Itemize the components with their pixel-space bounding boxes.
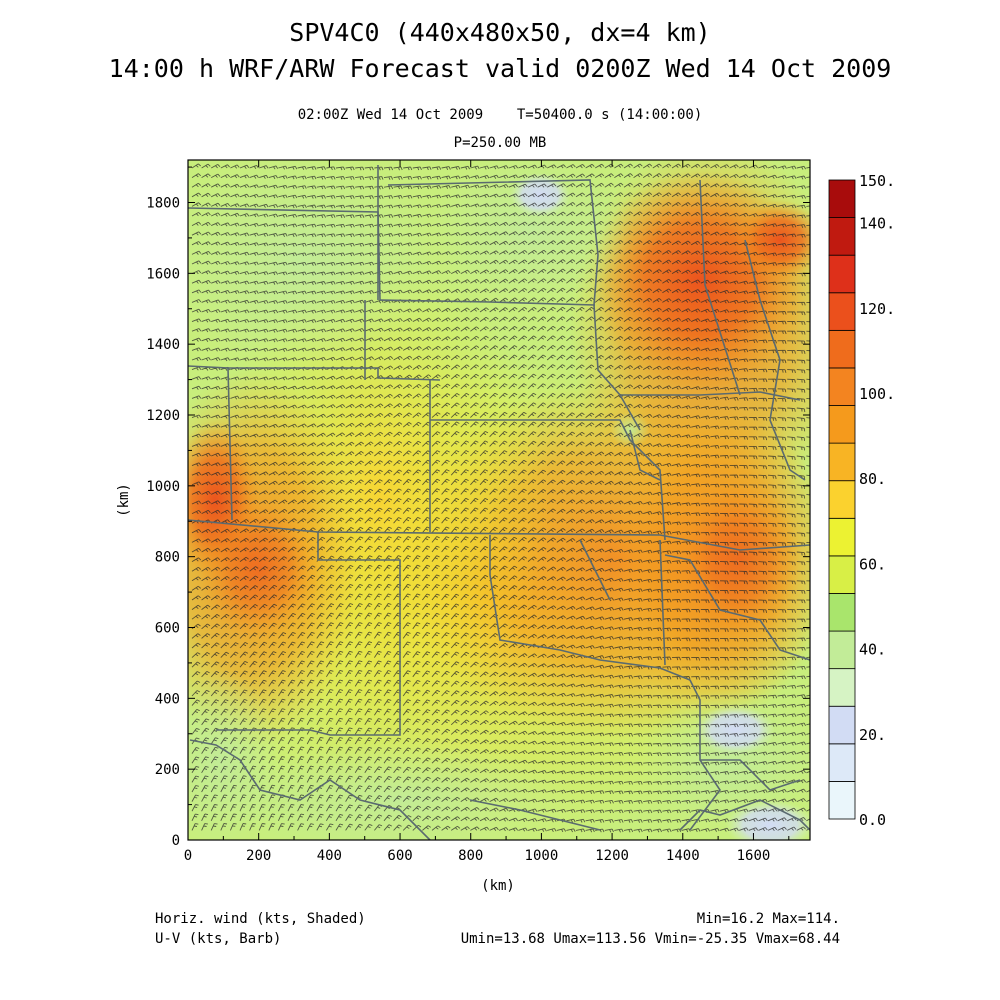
colorbar-swatch — [828, 705, 856, 745]
x-axis-ticks: 0 200 400 600 800 1000 1200 1400 1600 — [184, 160, 790, 864]
x-tick-label: 1400 — [666, 848, 700, 864]
colorbar-swatch — [828, 329, 856, 369]
colorbar-swatch — [828, 179, 856, 218]
y-tick-label: 1800 — [146, 196, 180, 212]
x-tick-label: 1200 — [595, 848, 629, 864]
map-forecast-title: 14:00 h WRF/ARW Forecast valid 0200Z Wed… — [108, 54, 892, 83]
colorbar-swatch — [828, 217, 856, 256]
y-tick-label: 1400 — [146, 337, 180, 353]
colorbar-swatch — [828, 367, 856, 406]
shaded-field-description: Horiz. wind (kts, Shaded) — [155, 911, 366, 927]
x-tick-label: 1600 — [737, 848, 771, 864]
barb-field-description: U-V (kts, Barb) — [155, 931, 282, 947]
wind-barbs — [191, 163, 810, 833]
colorbar-swatch — [828, 480, 856, 519]
plot-frame — [187, 159, 811, 841]
y-tick-label: 800 — [155, 550, 180, 566]
state-boundaries — [188, 165, 810, 840]
uv-component-stats: Umin=13.68 Umax=113.56 Vmin=-25.35 Vmax=… — [460, 931, 840, 947]
colorbar-swatch — [828, 405, 856, 444]
x-axis-label: (km) — [481, 878, 515, 894]
colorbar-swatch — [828, 442, 856, 482]
colorbar-label: 0.0 — [859, 811, 886, 829]
x-tick-label: 400 — [317, 848, 342, 864]
colorbar: 0.0 20. 40. 60. 80. 100. 120. 140. 150. — [828, 172, 895, 829]
x-tick-label: 600 — [387, 848, 412, 864]
colorbar-label: 140. — [859, 215, 895, 233]
colorbar-swatch — [828, 593, 856, 632]
y-tick-label: 0 — [172, 833, 180, 849]
colorbar-label: 80. — [859, 470, 886, 488]
colorbar-swatch — [828, 555, 856, 594]
colorbar-label: 100. — [859, 385, 895, 403]
wind-barb-field — [191, 163, 810, 833]
y-axis-ticks: 0 200 400 600 800 1000 1200 1400 1600 1800 — [146, 166, 810, 849]
y-tick-label: 400 — [155, 691, 180, 707]
y-tick-label: 600 — [155, 621, 180, 637]
colorbar-label: 40. — [859, 641, 886, 659]
colorbar-swatch — [828, 743, 856, 782]
y-tick-label: 200 — [155, 762, 180, 778]
colorbar-swatch — [828, 668, 856, 707]
y-tick-label: 1200 — [146, 408, 180, 424]
map-title: SPV4C0 (440x480x50, dx=4 km) — [289, 18, 711, 47]
colorbar-swatch — [828, 517, 856, 557]
pressure-level-subtitle: P=250.00 MB — [453, 135, 547, 151]
colorbar-swatch — [828, 292, 856, 331]
colorbar-label: 20. — [859, 726, 886, 744]
colorbar-label: 120. — [859, 300, 895, 318]
y-axis-label: (km) — [116, 483, 132, 517]
colorbar-label: 150. — [859, 172, 895, 190]
colorbar-swatch — [828, 254, 856, 294]
valid-time-subtitle: 02:00Z Wed 14 Oct 2009 T=50400.0 s (14:0… — [297, 107, 703, 123]
y-tick-label: 1600 — [146, 266, 180, 282]
x-tick-label: 200 — [246, 848, 271, 864]
colorbar-swatch — [828, 630, 856, 670]
colorbar-label: 60. — [859, 555, 886, 573]
min-max-stats: Min=16.2 Max=114. — [696, 911, 840, 927]
x-tick-label: 1000 — [525, 848, 559, 864]
x-tick-label: 800 — [458, 848, 483, 864]
colorbar-swatch — [828, 781, 856, 820]
x-tick-label: 0 — [184, 848, 192, 864]
y-tick-label: 1000 — [146, 479, 180, 495]
